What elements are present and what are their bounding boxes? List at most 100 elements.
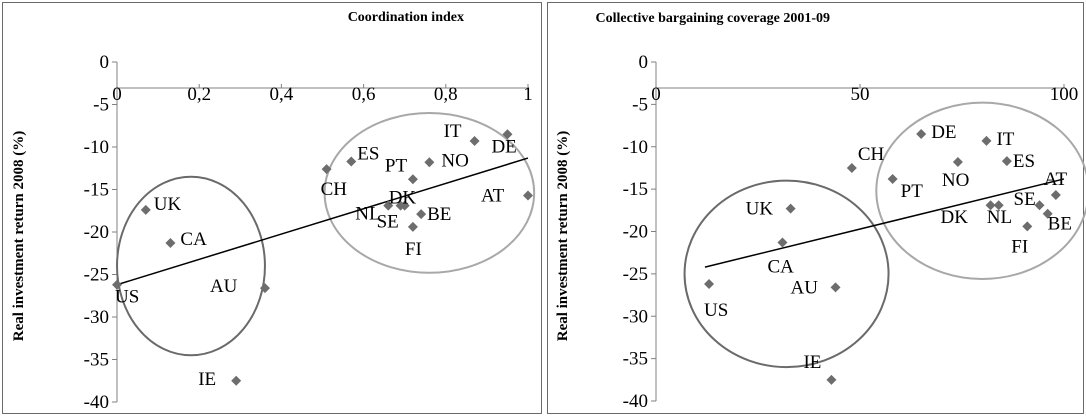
data-point-pt — [887, 173, 898, 184]
point-label-it: IT — [996, 129, 1014, 150]
point-label-es: ES — [357, 143, 379, 164]
data-point-uk — [785, 203, 796, 214]
data-point-us — [112, 279, 122, 290]
y-tick-label: -15 — [84, 180, 109, 201]
y-tick-label: -20 — [623, 222, 648, 243]
data-point-ca — [777, 237, 788, 248]
data-point-it — [981, 135, 992, 146]
data-point-at — [523, 190, 533, 201]
data-point-it — [469, 136, 480, 147]
point-label-pt: PT — [901, 181, 924, 202]
y-tick-label: -25 — [623, 264, 648, 285]
point-label-it: IT — [444, 121, 462, 142]
chart-title: Coordination index — [348, 10, 464, 25]
point-label-ie: IE — [198, 369, 216, 390]
point-label-fi: FI — [405, 239, 422, 260]
point-label-dk: DK — [941, 207, 969, 228]
y-tick-label: 0 — [639, 52, 649, 73]
data-point-ch — [846, 162, 857, 173]
y-tick-label: 0 — [100, 52, 110, 73]
trend-line — [116, 157, 529, 286]
data-point-au — [259, 283, 270, 294]
y-tick-label: -40 — [623, 391, 648, 412]
data-point-de — [916, 129, 927, 140]
y-tick-label: -5 — [632, 94, 648, 115]
point-label-at: AT — [1044, 169, 1068, 190]
y-tick-label: -40 — [84, 392, 109, 413]
y-tick-label: -20 — [84, 222, 109, 243]
scatter-chart-collective-bargaining: Collective bargaining coverage 2001-09 Re… — [555, 11, 1086, 412]
data-point-be — [1042, 208, 1053, 219]
data-point-pt — [407, 174, 418, 185]
data-point-no — [424, 157, 435, 168]
data-point-ca — [165, 238, 176, 249]
y-tick-label: -25 — [84, 265, 109, 286]
data-point-no — [952, 157, 963, 168]
x-tick-label: 50 — [851, 84, 870, 105]
y-tick-label: -15 — [623, 179, 648, 200]
point-label-de: DE — [931, 122, 956, 143]
point-label-fi: FI — [1011, 236, 1028, 257]
x-tick-label: 0,8 — [434, 84, 458, 105]
y-tick-label: -30 — [84, 307, 109, 328]
x-tick-label: 0,2 — [187, 84, 211, 105]
group-circle — [683, 179, 890, 369]
y-tick-label: -10 — [623, 137, 648, 158]
y-tick-label: -35 — [84, 350, 109, 371]
point-label-us: US — [115, 287, 139, 308]
data-point-nl — [993, 200, 1004, 211]
point-label-ch: CH — [321, 179, 348, 200]
data-point-at — [1050, 190, 1061, 201]
point-label-ch: CH — [858, 144, 885, 165]
point-label-nl: NL — [987, 207, 1012, 228]
point-label-se: SE — [1014, 189, 1036, 210]
y-axis-label: Real investment return 2008 (%) — [11, 131, 27, 342]
point-label-au: AU — [210, 276, 238, 297]
data-point-us — [704, 279, 715, 290]
x-tick-label: 0 — [112, 84, 122, 105]
trend-line — [704, 178, 1065, 268]
data-point-dk — [399, 200, 410, 211]
scatter-chart-coordination-index: Coordination index Real investment return… — [11, 10, 536, 413]
data-point-ch — [321, 164, 332, 175]
point-label-uk: UK — [746, 199, 774, 220]
data-point-au — [830, 282, 841, 293]
y-tick-label: -10 — [84, 137, 109, 158]
data-point-nl — [383, 200, 394, 211]
data-point-fi — [1022, 221, 1033, 232]
point-label-ca: CA — [767, 257, 794, 278]
point-label-no: NO — [942, 170, 969, 191]
x-tick-label: 0,6 — [352, 84, 376, 105]
point-label-de: DE — [491, 136, 516, 157]
chart-panel-coordination-index: Coordination index Real investment return… — [2, 2, 542, 414]
x-tick-label: 100 — [1050, 84, 1079, 105]
chart-title: Collective bargaining coverage 2001-09 — [596, 11, 830, 26]
data-point-es — [346, 156, 357, 167]
point-label-pt: PT — [385, 155, 408, 176]
y-tick-label: -5 — [93, 95, 109, 116]
group-circle — [875, 101, 1086, 280]
x-tick-label: 0 — [651, 84, 661, 105]
chart-panel-collective-bargaining: Collective bargaining coverage 2001-09 Re… — [547, 2, 1086, 414]
y-tick-label: -35 — [623, 349, 648, 370]
data-point-se — [1034, 200, 1045, 211]
data-point-ie — [826, 374, 837, 385]
y-tick-label: -30 — [623, 306, 648, 327]
x-tick-label: 0,4 — [270, 84, 294, 105]
point-label-us: US — [704, 300, 728, 321]
data-point-dk — [985, 200, 996, 211]
point-label-au: AU — [791, 277, 819, 298]
data-point-ie — [231, 375, 242, 386]
point-label-nl: NL — [355, 204, 380, 225]
group-circle — [323, 111, 536, 274]
point-label-at: AT — [481, 185, 505, 206]
data-point-be — [416, 209, 427, 220]
point-label-be: BE — [427, 204, 451, 225]
point-label-dk: DK — [389, 188, 417, 209]
point-label-no: NO — [441, 150, 468, 171]
point-label-be: BE — [1048, 214, 1072, 235]
point-label-es: ES — [1013, 151, 1035, 172]
group-circle — [115, 175, 266, 357]
point-label-ca: CA — [180, 229, 207, 250]
point-label-se: SE — [377, 212, 399, 233]
